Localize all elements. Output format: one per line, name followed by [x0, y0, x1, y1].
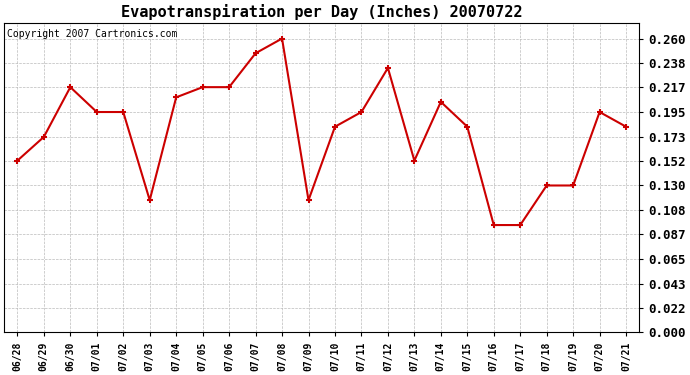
Title: Evapotranspiration per Day (Inches) 20070722: Evapotranspiration per Day (Inches) 2007… — [121, 4, 522, 20]
Text: Copyright 2007 Cartronics.com: Copyright 2007 Cartronics.com — [8, 29, 178, 39]
